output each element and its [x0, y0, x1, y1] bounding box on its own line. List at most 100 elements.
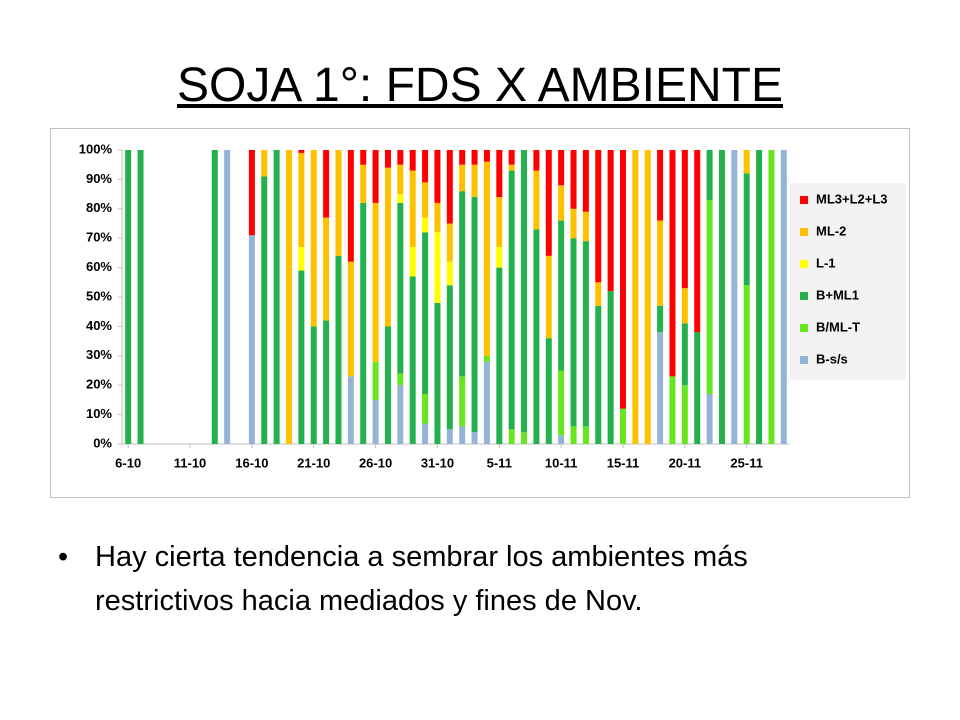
bar-segment [446, 429, 453, 444]
bar-segment [310, 326, 317, 444]
legend-swatch [800, 196, 808, 204]
x-tick-label: 26-10 [359, 455, 392, 470]
bar-segment [607, 150, 614, 292]
y-tick-label: 50% [86, 288, 112, 303]
bar-segment [459, 150, 466, 165]
x-tick-label: 5-11 [487, 455, 512, 470]
bar-segment [620, 408, 626, 444]
bar-segment [681, 385, 688, 444]
bar-segment [558, 435, 565, 444]
bar-segment [446, 261, 453, 286]
bar-segment [323, 150, 330, 218]
bar-segment [471, 164, 478, 198]
bar-segment [483, 355, 490, 362]
y-tick-label: 10% [86, 406, 112, 421]
y-tick-label: 40% [86, 318, 112, 333]
bar-segment [657, 220, 664, 306]
bar-segment [372, 361, 379, 400]
bar-segment [508, 150, 515, 165]
bar-segment [582, 211, 589, 242]
bar-segment [558, 220, 565, 371]
bar-segment [545, 338, 552, 444]
y-tick-label: 30% [86, 347, 112, 362]
bar-segment [620, 150, 626, 409]
bar-segment [632, 150, 639, 444]
chart-frame [50, 128, 910, 498]
bar-segment [570, 208, 577, 239]
bar-segment [471, 150, 478, 165]
bar-segment [347, 150, 354, 262]
bar-segment [545, 150, 552, 256]
bar-segment [681, 323, 688, 386]
bar-segment [681, 288, 688, 324]
y-tick-label: 60% [86, 259, 112, 274]
legend-box [790, 183, 906, 380]
x-tick-label: 11-10 [174, 455, 207, 470]
bar-segment [459, 164, 466, 192]
bar-segment [483, 161, 490, 356]
bar-segment [384, 167, 391, 327]
bar-segment [780, 150, 787, 444]
y-tick-label: 20% [86, 377, 112, 392]
bar-segment [533, 229, 540, 444]
bar-segment [397, 194, 404, 203]
bar-segment [397, 202, 404, 374]
bar-segment [434, 232, 441, 303]
bar-segment [570, 238, 577, 427]
x-tick-label: 21-10 [297, 455, 330, 470]
bar-segment [372, 202, 379, 362]
bar-segment [298, 247, 305, 271]
bar-segment [335, 150, 342, 256]
bar-segment [706, 199, 713, 395]
x-tick-label: 16-10 [235, 455, 268, 470]
bar-segment [372, 150, 379, 203]
legend-swatch [800, 228, 808, 236]
bar-segment [347, 261, 354, 377]
legend-label: B/ML-T [816, 319, 860, 334]
bar-segment [533, 150, 540, 171]
bar-segment [397, 385, 404, 444]
bar-segment [706, 394, 713, 444]
y-tick-label: 90% [86, 171, 112, 186]
bar-segment [211, 150, 218, 444]
bullet-dot: • [58, 541, 69, 573]
x-tick-label: 31-10 [421, 455, 454, 470]
bar-segment [261, 150, 268, 177]
bar-segment [521, 432, 528, 444]
bar-segment [582, 241, 589, 427]
bar-segment [508, 170, 515, 430]
bar-segment [261, 176, 268, 444]
bar-segment [409, 276, 416, 444]
bar-segment [459, 426, 466, 444]
y-tick-label: 70% [86, 230, 112, 245]
bar-segment [558, 150, 565, 186]
bar-segment [669, 376, 676, 444]
bar-segment [743, 173, 750, 286]
bar-segment [496, 197, 503, 248]
bar-segment [644, 150, 651, 444]
bar-segment [422, 394, 429, 424]
bar-segment [323, 217, 330, 321]
bar-segment [323, 320, 330, 444]
legend-swatch [800, 324, 808, 332]
bar-segment [286, 150, 292, 444]
bar-segment [224, 150, 231, 444]
bar-segment [706, 150, 713, 200]
bar-segment [434, 202, 441, 233]
bar-segment [335, 255, 342, 444]
bar-segment [669, 150, 676, 377]
bar-segment [743, 285, 750, 444]
bar-segment [496, 247, 503, 268]
bar-segment [607, 291, 614, 444]
bar-segment [360, 202, 367, 444]
bullet-text: Hay cierta tendencia a sembrar los ambie… [95, 541, 748, 617]
bar-segment [137, 150, 144, 444]
bar-segment [422, 423, 429, 444]
x-tick-label: 6-10 [115, 455, 141, 470]
bar-segment [694, 150, 701, 333]
bar-segment [360, 164, 367, 203]
x-tick-label: 15-11 [607, 455, 640, 470]
bar-segment [657, 305, 664, 333]
bar-segment [718, 150, 725, 444]
